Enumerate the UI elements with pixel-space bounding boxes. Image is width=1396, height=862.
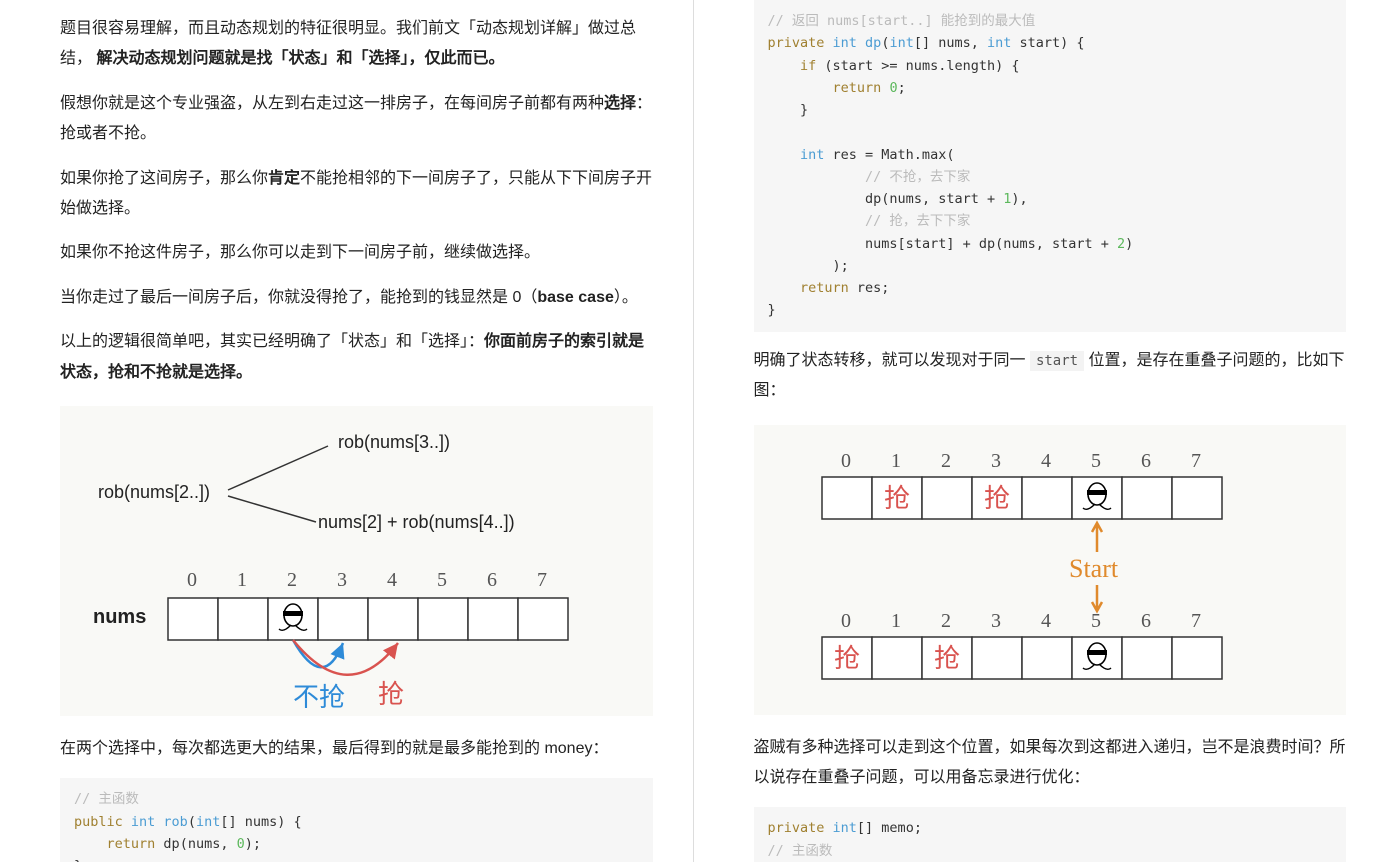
svg-text:0: 0 [841, 450, 851, 472]
svg-text:0: 0 [841, 610, 851, 632]
svg-text:6: 6 [487, 569, 497, 591]
svg-text:3: 3 [991, 450, 1001, 472]
svg-text:抢: 抢 [833, 644, 859, 673]
svg-text:4: 4 [387, 569, 397, 591]
code-block-1: // 主函数 public int rob(int[] nums) { retu… [60, 778, 653, 862]
arrow-up [1092, 523, 1102, 552]
bold-text: base case [537, 289, 614, 306]
para-r1: 明确了状态转移，就可以发现对于同一 start 位置，是存在重叠子问题的，比如下… [754, 346, 1347, 407]
right-column: // 返回 nums[start..] 能抢到的最大值 private int … [693, 0, 1396, 862]
svg-text:7: 7 [1191, 450, 1201, 472]
bold-text: 解决动态规划问题就是找「状态」和「选择」，仅此而已。 [96, 50, 504, 67]
para-7: 在两个选择中，每次都选更大的结果，最后得到的就是最多能抢到的 money： [60, 734, 653, 764]
bold-text: 肯定 [268, 170, 300, 187]
diagram-rob-choice: rob(nums[3..]) rob(nums[2..]) nums[2] + … [60, 406, 653, 716]
para-6: 以上的逻辑很简单吧，其实已经明确了「状态」和「选择」：你面前房子的索引就是状态，… [60, 327, 653, 388]
svg-text:1: 1 [237, 569, 247, 591]
svg-text:7: 7 [537, 569, 547, 591]
text: 当你走过了最后一间房子后，你就没得抢了，能抢到的钱显然是 0（ [60, 289, 537, 306]
text: 以上的逻辑很简单吧，其实已经明确了「状态」和「选择」： [60, 333, 484, 350]
svg-text:抢: 抢 [983, 484, 1009, 513]
text: 明确了状态转移，就可以发现对于同一 [754, 352, 1030, 369]
arrow-down [1092, 585, 1102, 611]
para-3: 如果你抢了这间房子，那么你肯定不能抢相邻的下一间房子了，只能从下下间房子开始做选… [60, 164, 653, 225]
svg-text:7: 7 [1191, 610, 1201, 632]
svg-text:3: 3 [991, 610, 1001, 632]
indices-row-2: 0 1 2 3 4 5 6 7 [841, 610, 1201, 632]
start-label: Start [1069, 554, 1119, 583]
inline-code: start [1030, 351, 1084, 371]
arrow-rob [293, 640, 398, 675]
diagram-svg: rob(nums[3..]) rob(nums[2..]) nums[2] + … [68, 418, 628, 708]
para-4: 如果你不抢这件房子，那么你可以走到下一间房子前，继续做选择。 [60, 238, 653, 268]
svg-text:3: 3 [337, 569, 347, 591]
svg-text:1: 1 [891, 450, 901, 472]
para-r2: 盗贼有多种选择可以走到这个位置，如果每次到这都进入递归，岂不是浪费时间？所以说存… [754, 733, 1347, 794]
label-norob: 不抢 [293, 683, 345, 708]
bold-text: 选择 [604, 95, 636, 112]
boxes-row-1: 抢抢 [822, 477, 1222, 519]
svg-text:抢: 抢 [933, 644, 959, 673]
text: 假想你就是这个专业强盗，从左到右走过这一排房子，在每间房子前都有两种 [60, 95, 604, 112]
svg-text:6: 6 [1141, 450, 1151, 472]
svg-text:5: 5 [437, 569, 447, 591]
svg-text:2: 2 [287, 569, 297, 591]
branch-bot: nums[2] + rob(nums[4..]) [318, 512, 515, 532]
nums-label: nums [93, 606, 146, 628]
svg-text:4: 4 [1041, 450, 1051, 472]
left-column: 题目很容易理解，而且动态规划的特征很明显。我们前文「动态规划详解」做过总结， 解… [0, 0, 693, 862]
svg-text:抢: 抢 [883, 484, 909, 513]
para-5: 当你走过了最后一间房子后，你就没得抢了，能抢到的钱显然是 0（base case… [60, 283, 653, 313]
svg-text:0: 0 [187, 569, 197, 591]
label-rob: 抢 [378, 680, 404, 708]
text: 如果你抢了这间房子，那么你 [60, 170, 268, 187]
svg-text:5: 5 [1091, 610, 1101, 632]
indices-row: 0 1 2 3 4 5 6 7 [187, 569, 547, 591]
indices-row-1: 0 1 2 3 4 5 6 7 [841, 450, 1201, 472]
code-block-2: // 返回 nums[start..] 能抢到的最大值 private int … [754, 0, 1347, 332]
svg-text:4: 4 [1041, 610, 1051, 632]
text: ）。 [614, 289, 638, 306]
svg-text:5: 5 [1091, 450, 1101, 472]
svg-text:2: 2 [941, 450, 951, 472]
diagram-svg: 01234567 抢抢 01234567 抢抢 Start [762, 437, 1322, 707]
boxes-row [168, 598, 568, 640]
svg-text:6: 6 [1141, 610, 1151, 632]
branch-root: rob(nums[2..]) [98, 482, 210, 502]
svg-text:1: 1 [891, 610, 901, 632]
branch-top: rob(nums[3..]) [338, 432, 450, 452]
boxes-row-2: 抢抢 [822, 637, 1222, 679]
para-2: 假想你就是这个专业强盗，从左到右走过这一排房子，在每间房子前都有两种选择：抢或者… [60, 89, 653, 150]
svg-text:2: 2 [941, 610, 951, 632]
para-1: 题目很容易理解，而且动态规划的特征很明显。我们前文「动态规划详解」做过总结， 解… [60, 14, 653, 75]
code-block-3: private int[] memo; // 主函数 public int ro… [754, 807, 1347, 862]
diagram-overlap: 01234567 抢抢 01234567 抢抢 Start [754, 425, 1347, 715]
